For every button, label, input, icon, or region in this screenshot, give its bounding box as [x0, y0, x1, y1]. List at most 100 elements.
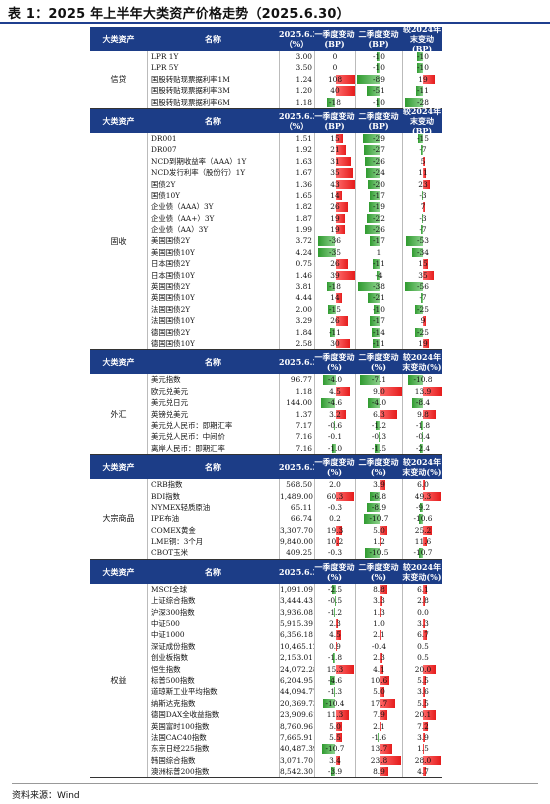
- header-cell-name: 名称: [205, 566, 221, 577]
- change-value: -1.2: [327, 607, 343, 617]
- change-value: 28.0: [414, 755, 432, 765]
- category-label: 外汇: [90, 374, 148, 455]
- asset-name: 上证综合指数: [148, 595, 280, 607]
- section-body: 外汇 美元指数 96.77 -4.0 -7.1 -10.8 欧元兑美元 1.18 4.5 9.0 1…: [90, 374, 443, 456]
- increase-bar: [335, 179, 355, 189]
- change-value: 8.8: [373, 584, 385, 594]
- decrease-bar: [422, 190, 423, 201]
- change-cell-s: 23.8: [356, 754, 403, 767]
- asset-value: 2.58: [280, 337, 315, 350]
- asset-value: 1.84: [280, 326, 315, 338]
- header-cell-q: 一季度变动(%): [314, 457, 355, 478]
- change-cell-s: -0.4: [356, 640, 403, 653]
- asset-value: 3.00: [280, 51, 315, 63]
- change-cell-y: -7: [403, 292, 443, 303]
- increase-bar: [423, 744, 424, 754]
- change-value: -17: [373, 236, 385, 246]
- change-value: -9.2: [415, 502, 431, 512]
- table-row: 中证500 5,915.39 2.3 1.0 3.3: [148, 618, 443, 630]
- change-value: 3.4: [329, 755, 341, 765]
- decrease-bar: [364, 514, 380, 524]
- change-value: -34: [417, 247, 429, 257]
- change-value: 26: [330, 202, 340, 212]
- table-row: 日本国债2Y 0.75 26 -11 15: [148, 258, 443, 270]
- change-value: -4.0: [371, 398, 387, 408]
- header-cell-cat: 大类资产: [102, 34, 135, 44]
- decrease-bar: [366, 502, 380, 513]
- asset-value: 7.16: [280, 431, 315, 443]
- decrease-bar: [366, 86, 380, 96]
- change-value: 21: [330, 145, 340, 155]
- increase-bar: [335, 145, 346, 155]
- change-value: 3.6: [417, 687, 429, 697]
- change-value: 11.3: [326, 710, 344, 720]
- change-value: -11: [373, 338, 385, 348]
- asset-name: CRB指数: [148, 479, 280, 491]
- header-cell-s: 二季度变动(%): [358, 561, 399, 582]
- asset-value: 1.51: [280, 132, 315, 145]
- change-cell-y: 19: [403, 74, 443, 85]
- change-cell-s: 2.1: [356, 720, 403, 732]
- increase-bar: [335, 156, 351, 167]
- decrease-bar: [419, 443, 423, 454]
- decrease-bar: [369, 236, 380, 246]
- asset-name: 美元兑人民币：即期汇率: [148, 419, 280, 432]
- category-label: 固收: [90, 132, 148, 350]
- change-cell-s: -1.6: [356, 731, 403, 744]
- change-cell-s: -38: [356, 281, 403, 293]
- change-cell-y: 1.5: [403, 743, 443, 754]
- change-value: -89: [373, 74, 385, 84]
- increase-bar: [423, 179, 431, 189]
- decrease-bar: [368, 202, 380, 212]
- section-rows: 美元指数 96.77 -4.0 -7.1 -10.8 欧元兑美元 1.18 4.5 9.0 13.…: [148, 374, 443, 455]
- change-cell-y: 9.8: [403, 409, 443, 420]
- asset-name: 深证成份指数: [148, 640, 280, 653]
- table-row: 国股转贴现票据利率6M 1.18 -18 -10 -28: [148, 96, 443, 108]
- change-cell-y: -3: [403, 190, 443, 201]
- change-value: -7.1: [371, 375, 387, 385]
- header-cell-val: 2025.6.30（%）: [279, 29, 314, 49]
- increase-bar: [423, 664, 436, 674]
- change-value: 5.0: [373, 525, 385, 535]
- change-cell-y: 11.6: [403, 536, 443, 547]
- asset-name: 离岸人民币：即期汇率: [148, 442, 280, 455]
- increase-bar: [379, 630, 382, 640]
- asset-name: IPE布油: [148, 513, 280, 525]
- increase-bar: [423, 721, 428, 731]
- section-body: 权益 MSCI全球 1,091.09 -2.5 8.8 6.1 上证综合指数 3,444.43…: [90, 583, 443, 779]
- change-cell-s: -10: [356, 303, 403, 316]
- increase-bar: [423, 755, 441, 766]
- change-cell-q: 43: [315, 178, 356, 190]
- change-cell-s: 17.7: [356, 697, 403, 710]
- change-cell-q: -0.3: [315, 547, 356, 559]
- table-row: IPE布油 66.74 0.2 -10.7 -10.6: [148, 513, 443, 525]
- asset-value: 3,071.70: [280, 754, 315, 767]
- change-cell-s: -7.1: [356, 374, 403, 386]
- change-value: 2.1: [373, 630, 385, 640]
- decrease-bar: [364, 548, 380, 558]
- table-row: NYMEX轻质原油 65.11 -0.3 -8.9 -9.2: [148, 501, 443, 514]
- table-row: 德国国债10Y 2.58 30 -11 19: [148, 337, 443, 350]
- decrease-bar: [377, 63, 380, 73]
- asset-name: 德国国债10Y: [148, 337, 280, 350]
- change-value: 2.0: [329, 480, 341, 490]
- change-cell-y: -10.6: [403, 513, 443, 524]
- change-value: -27: [373, 145, 385, 155]
- decrease-bar: [373, 338, 380, 349]
- change-cell-s: -14: [356, 326, 403, 338]
- change-value: -7: [419, 145, 427, 155]
- change-value: -10.8: [413, 375, 433, 385]
- asset-name: 国债10Y: [148, 189, 280, 202]
- change-cell-y: -10.7: [403, 547, 443, 558]
- decrease-bar: [330, 327, 336, 337]
- increase-bar: [335, 537, 339, 547]
- header-cell-cat: 大类资产: [102, 462, 135, 473]
- change-cell-s: -20: [356, 178, 403, 190]
- decrease-bar: [405, 97, 423, 107]
- change-cell-q: -18: [315, 96, 356, 108]
- table-row: 国股转贴现票据利率1M 1.24 108 -89 19: [148, 73, 443, 86]
- change-cell-q: -1.8: [315, 652, 356, 664]
- increase-bar: [335, 168, 353, 178]
- change-value: -1.3: [327, 687, 343, 697]
- change-value: -10: [373, 63, 385, 73]
